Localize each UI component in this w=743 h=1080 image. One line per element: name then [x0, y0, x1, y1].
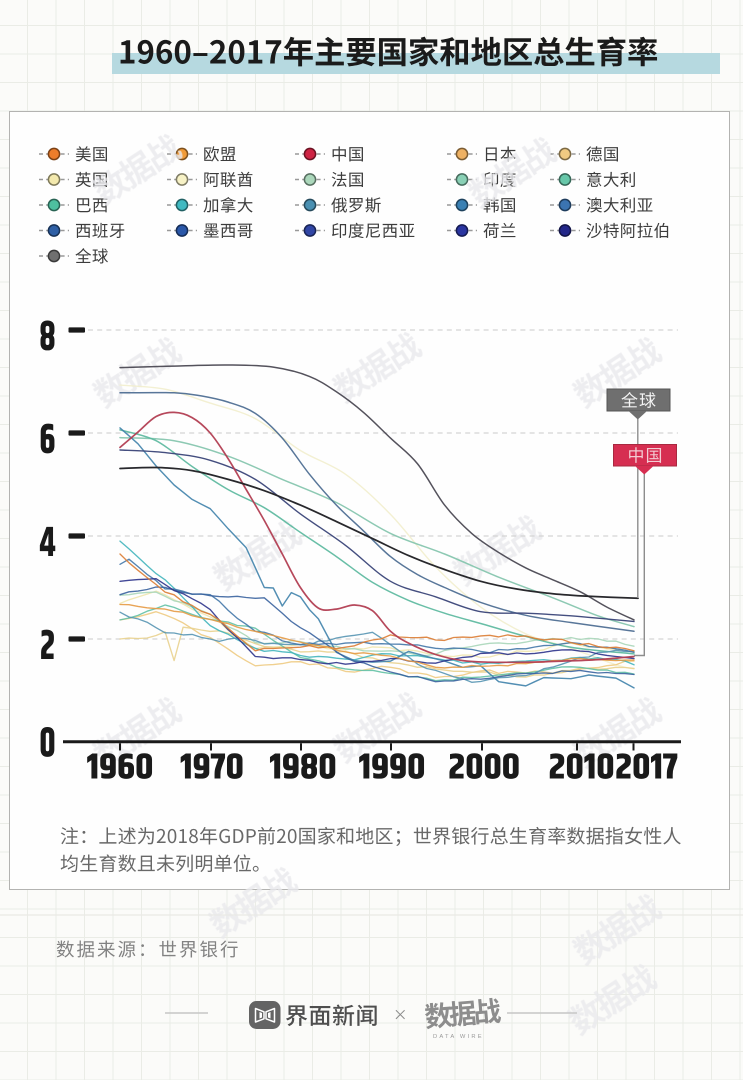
svg-text:DATA WIRE: DATA WIRE: [433, 1034, 484, 1040]
